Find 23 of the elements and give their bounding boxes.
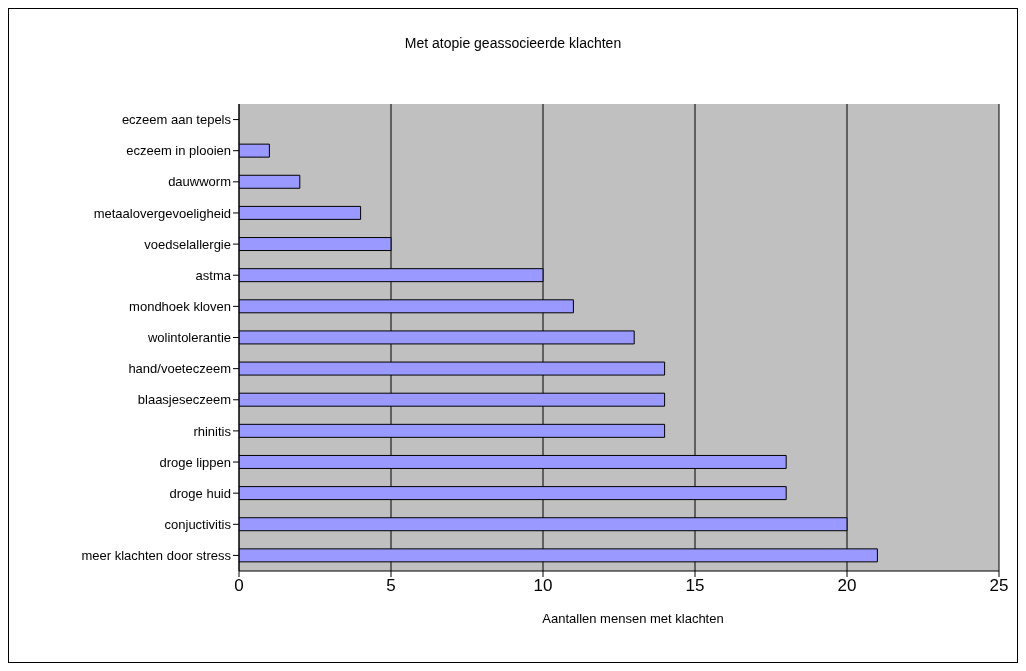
x-tick-label: 10 xyxy=(533,576,553,596)
y-tick-label: wolintolerantie xyxy=(146,330,231,346)
x-axis-title: Aantallen mensen met klachten xyxy=(541,611,725,626)
x-tick-label: 15 xyxy=(685,576,705,596)
y-tick-label: metaalovergevoeligheid xyxy=(93,205,231,221)
x-tick-label: 20 xyxy=(837,576,857,596)
y-tick-label: conjuctivitis xyxy=(164,516,232,532)
y-tick-label: astma xyxy=(195,267,232,283)
y-tick-label: meer klachten door stress xyxy=(81,548,232,564)
y-tick-label: eczeem in plooien xyxy=(126,143,231,159)
x-tick-label: 0 xyxy=(234,576,244,596)
y-tick-label: blaasjeseczeem xyxy=(137,392,231,408)
y-tick-label: droge lippen xyxy=(159,454,231,470)
chart-title: Met atopie geassocieerde klachten xyxy=(403,35,623,51)
y-tick-label: dauwworm xyxy=(168,174,231,190)
x-tick-label: 5 xyxy=(386,576,396,596)
y-tick-label: mondhoek kloven xyxy=(129,298,231,314)
y-tick-label: hand/voeteczeem xyxy=(128,361,231,377)
y-tick-label: droge huid xyxy=(169,485,231,501)
y-tick-label: rhinitis xyxy=(193,423,232,439)
y-tick-label: voedselallergie xyxy=(144,236,231,252)
x-tick-label: 25 xyxy=(989,576,1009,596)
y-tick-label: eczeem aan tepels xyxy=(121,112,232,128)
